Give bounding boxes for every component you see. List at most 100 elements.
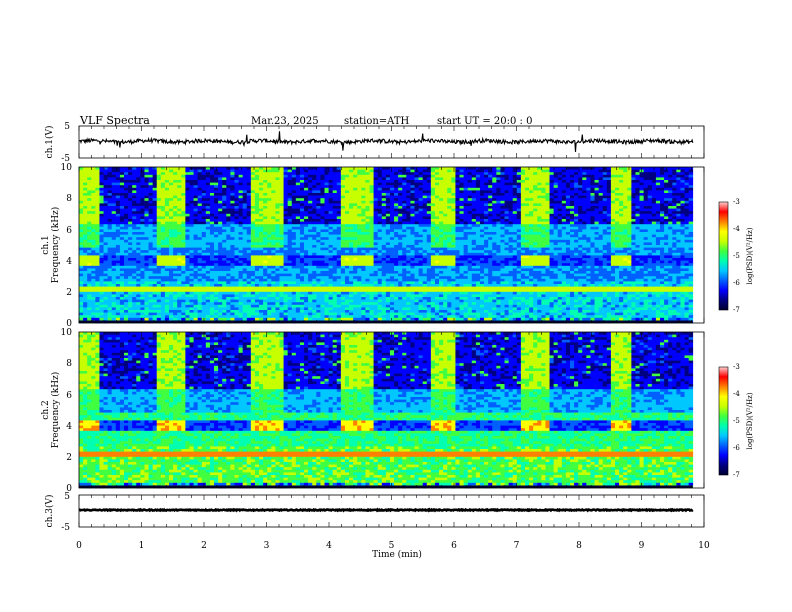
spectrogram-cell bbox=[263, 278, 268, 282]
spectrogram-cell bbox=[83, 216, 88, 220]
spectrogram-cell bbox=[205, 174, 211, 178]
spectrogram-cell bbox=[115, 174, 121, 178]
spectrogram-cell bbox=[230, 234, 235, 238]
spectrogram-cell bbox=[283, 291, 289, 295]
spectrogram-cell bbox=[111, 284, 117, 287]
spectrogram-cell bbox=[136, 310, 141, 313]
spectrogram-cell bbox=[259, 268, 264, 272]
spectrogram-cell bbox=[328, 211, 334, 215]
spectrogram-cell bbox=[377, 187, 383, 191]
spectrogram-cell bbox=[132, 234, 137, 238]
spectrogram-cell bbox=[381, 304, 387, 308]
spectrogram-cell bbox=[246, 284, 252, 287]
spectrogram-cell bbox=[83, 226, 88, 230]
spectrogram-cell bbox=[299, 265, 305, 269]
spectrogram-cell bbox=[340, 294, 346, 298]
spectrogram-cell bbox=[394, 289, 399, 293]
spectrogram-cell bbox=[394, 281, 399, 285]
spectrogram-cell bbox=[99, 265, 104, 269]
spectrogram-cell bbox=[263, 284, 268, 287]
spectrogram-cell bbox=[79, 200, 84, 204]
spectrogram-cell bbox=[87, 229, 92, 233]
spectrogram-cell bbox=[267, 190, 272, 194]
spectrogram-cell bbox=[152, 190, 158, 194]
spectrogram-cell bbox=[267, 260, 272, 264]
spectrogram-cell bbox=[275, 260, 280, 264]
spectrogram-cell bbox=[234, 167, 239, 170]
spectrogram-cell bbox=[398, 302, 403, 306]
spectrogram-cell bbox=[246, 310, 252, 313]
spectrogram-cell bbox=[259, 258, 264, 261]
spectrogram-cell bbox=[389, 200, 395, 204]
spectrogram-cell bbox=[238, 258, 244, 261]
spectrogram-cell bbox=[132, 229, 137, 233]
spectrogram-cell bbox=[181, 258, 186, 261]
spectrogram-cell bbox=[185, 185, 190, 189]
spectrogram-cell bbox=[160, 226, 166, 230]
spectrogram-cell bbox=[148, 198, 153, 202]
spectrogram-cell bbox=[181, 291, 186, 295]
spectrogram-cell bbox=[173, 310, 178, 313]
spectrogram-cell bbox=[254, 190, 260, 194]
spectrogram-cell bbox=[209, 229, 215, 233]
spectrogram-cell bbox=[201, 198, 207, 202]
spectrogram-cell bbox=[124, 187, 129, 191]
spectrogram-cell bbox=[177, 216, 182, 220]
spectrogram-cell bbox=[349, 221, 354, 225]
spectrogram-cell bbox=[361, 172, 366, 176]
spectrogram-cell bbox=[115, 302, 121, 306]
spectrogram-cell bbox=[136, 213, 141, 217]
spectrogram-cell bbox=[226, 187, 231, 191]
spectrogram-cell bbox=[402, 226, 407, 230]
spectrogram-cell bbox=[197, 242, 203, 246]
spectrogram-cell bbox=[357, 317, 362, 321]
spectrogram-cell bbox=[324, 200, 329, 204]
spectrogram-cell bbox=[299, 216, 305, 220]
spectrogram-cell bbox=[381, 224, 387, 228]
spectrogram-cell bbox=[91, 299, 96, 303]
spectrogram-cell bbox=[287, 255, 293, 259]
spectrogram-cell bbox=[349, 250, 354, 254]
spectrogram-cell bbox=[189, 187, 194, 191]
spectrogram-cell bbox=[283, 187, 289, 191]
spectrogram-cell bbox=[385, 195, 391, 199]
spectrogram-cell bbox=[353, 232, 358, 235]
spectrogram-cell bbox=[242, 315, 248, 319]
spectrogram-cell bbox=[205, 273, 211, 277]
spectrogram-cell bbox=[91, 237, 96, 241]
spectrogram-cell bbox=[316, 229, 321, 233]
spectrogram-cell bbox=[95, 185, 100, 189]
spectrogram-cell bbox=[238, 304, 244, 308]
spectrogram-cell bbox=[316, 252, 321, 256]
spectrogram-cell bbox=[185, 239, 190, 243]
spectrogram-cell bbox=[365, 219, 370, 222]
spectrogram-cell bbox=[279, 229, 284, 233]
spectrogram-cell bbox=[369, 278, 374, 282]
spectrogram-cell bbox=[312, 297, 317, 300]
spectrogram-cell bbox=[136, 216, 141, 220]
spectrogram-cell bbox=[365, 304, 370, 308]
spectrogram-cell bbox=[83, 219, 88, 222]
spectrogram-cell bbox=[226, 294, 231, 298]
spectrogram-cell bbox=[91, 187, 96, 191]
spectrogram-cell bbox=[205, 182, 211, 186]
spectrogram-cell bbox=[332, 234, 338, 238]
spectrogram-cell bbox=[234, 271, 239, 274]
spectrogram-cell bbox=[361, 198, 366, 202]
spectrogram-cell bbox=[177, 286, 182, 290]
spectrogram-cell bbox=[111, 263, 117, 267]
spectrogram-cell bbox=[320, 247, 325, 251]
spectrogram-cell bbox=[291, 216, 297, 220]
spectrogram-cell bbox=[316, 167, 321, 170]
spectrogram-cell bbox=[271, 315, 276, 319]
spectrogram-cell bbox=[124, 268, 129, 272]
spectrogram-cell bbox=[111, 317, 117, 321]
spectrogram-cell bbox=[275, 190, 280, 194]
spectrogram-cell bbox=[242, 294, 248, 298]
spectrogram-cell bbox=[124, 177, 129, 181]
spectrogram-cell bbox=[287, 182, 293, 186]
spectrogram-cell bbox=[218, 250, 223, 254]
spectrogram-cell bbox=[287, 172, 293, 176]
spectrogram-cell bbox=[349, 284, 354, 287]
spectrogram-cell bbox=[381, 200, 387, 204]
